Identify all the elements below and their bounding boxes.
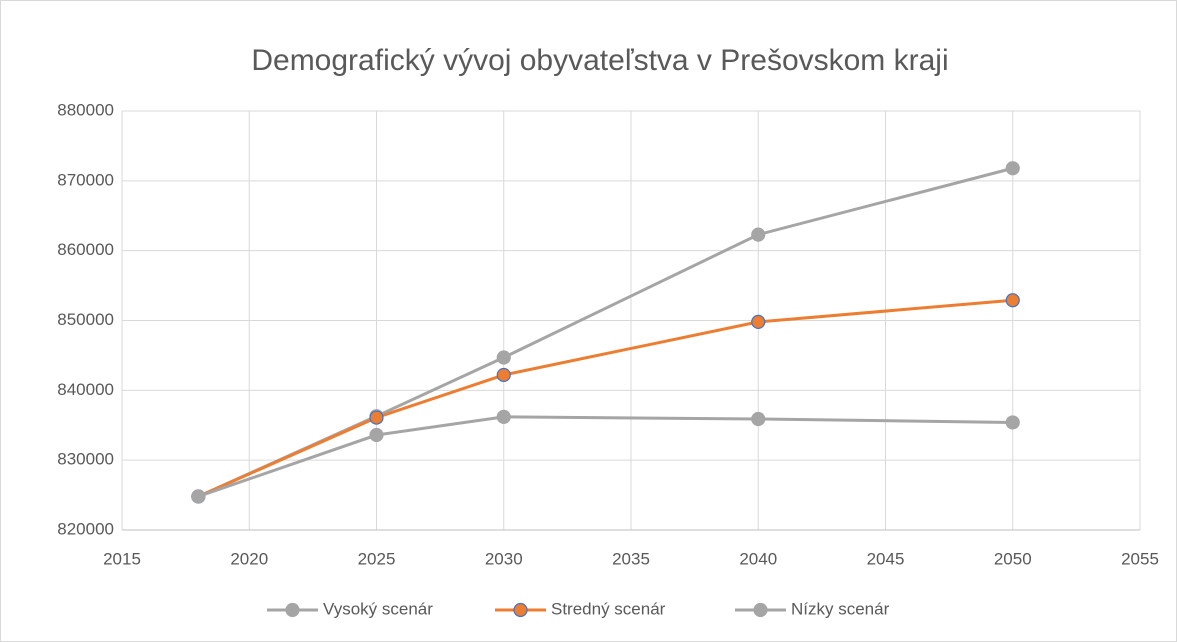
y-tick-label: 860000 [57, 240, 114, 259]
x-tick-label: 2030 [485, 549, 523, 568]
data-point [1005, 161, 1020, 176]
data-point [191, 489, 206, 504]
y-tick-label: 820000 [57, 519, 114, 538]
legend-marker [513, 602, 528, 618]
x-tick-label: 2055 [1121, 549, 1159, 568]
data-point [1005, 293, 1020, 308]
legend-label: Vysoký scenár [323, 599, 433, 618]
data-point [751, 227, 766, 242]
x-tick-label: 2035 [612, 549, 650, 568]
legend-label: Nízky scenár [791, 599, 890, 618]
x-tick-label: 2015 [103, 549, 141, 568]
data-point [369, 410, 384, 425]
y-tick-label: 850000 [57, 310, 114, 329]
x-tick-label: 2040 [739, 549, 777, 568]
x-tick-label: 2050 [994, 549, 1032, 568]
y-tick-label: 870000 [57, 170, 114, 189]
data-point [751, 314, 766, 329]
data-point [369, 427, 384, 443]
y-tick-label: 830000 [57, 450, 114, 469]
x-tick-label: 2020 [230, 549, 268, 568]
x-tick-label: 2025 [358, 549, 396, 568]
x-tick-label: 2045 [867, 549, 905, 568]
legend-marker [753, 602, 768, 618]
y-tick-label: 880000 [57, 100, 114, 119]
legend-label: Stredný scenár [551, 599, 666, 618]
data-point [496, 409, 511, 424]
chart-title: Demografický vývoj obyvateľstva v Prešov… [251, 44, 948, 77]
data-point [496, 350, 511, 365]
data-point [496, 367, 511, 383]
data-point [1005, 415, 1020, 430]
data-point [751, 411, 766, 427]
y-tick-label: 840000 [57, 380, 114, 399]
legend-marker [285, 602, 300, 618]
